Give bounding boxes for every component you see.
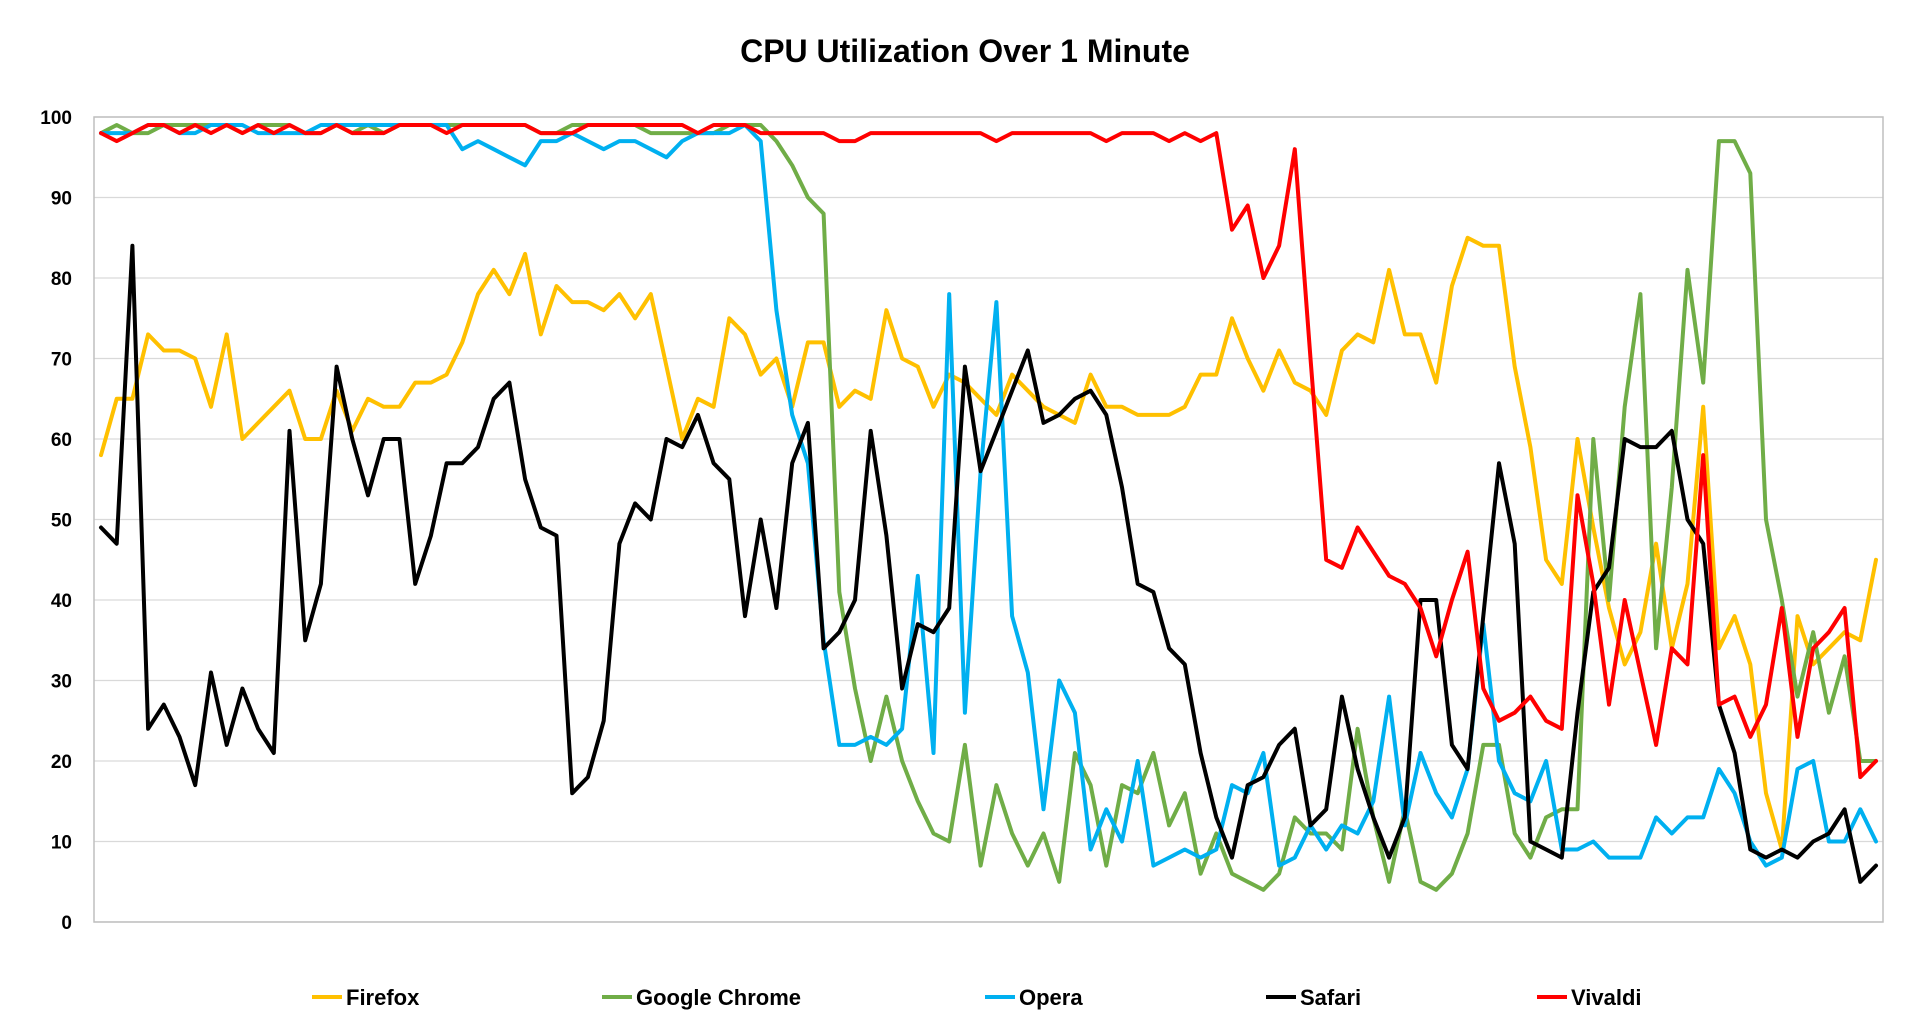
legend-label: Opera [1019, 985, 1083, 1010]
y-tick-label: 90 [51, 189, 72, 210]
y-axis-ticks: 0 10 20 30 40 50 60 70 80 90 100 [40, 108, 72, 934]
y-tick-label: 50 [51, 511, 72, 532]
series-line-firefox [99, 235, 1878, 852]
y-tick-label: 40 [51, 591, 72, 612]
legend-item-firefox: Firefox [312, 985, 420, 1010]
legend: Firefox Google Chrome Opera Safari Vivaldi [312, 985, 1642, 1010]
y-tick-label: 100 [40, 108, 72, 129]
y-tick-label: 60 [51, 430, 72, 451]
legend-item-google-chrome: Google Chrome [602, 985, 801, 1010]
legend-label: Google Chrome [636, 985, 801, 1010]
series-line-google-chrome [99, 123, 1878, 892]
chart-title: CPU Utilization Over 1 Minute [740, 33, 1190, 69]
legend-label: Safari [1300, 985, 1361, 1010]
legend-label: Firefox [346, 985, 420, 1010]
series-lines [99, 123, 1878, 892]
series-line-vivaldi [99, 123, 1878, 780]
legend-item-opera: Opera [985, 985, 1083, 1010]
y-tick-label: 30 [51, 672, 72, 693]
y-tick-label: 80 [51, 269, 72, 290]
y-tick-label: 20 [51, 752, 72, 773]
y-tick-label: 0 [61, 913, 72, 934]
legend-item-vivaldi: Vivaldi [1537, 985, 1642, 1010]
legend-label: Vivaldi [1571, 985, 1642, 1010]
plot-area [93, 116, 1884, 923]
y-tick-label: 70 [51, 350, 72, 371]
legend-item-safari: Safari [1266, 985, 1361, 1010]
series-line-safari [99, 243, 1878, 884]
y-tick-label: 10 [51, 833, 72, 854]
